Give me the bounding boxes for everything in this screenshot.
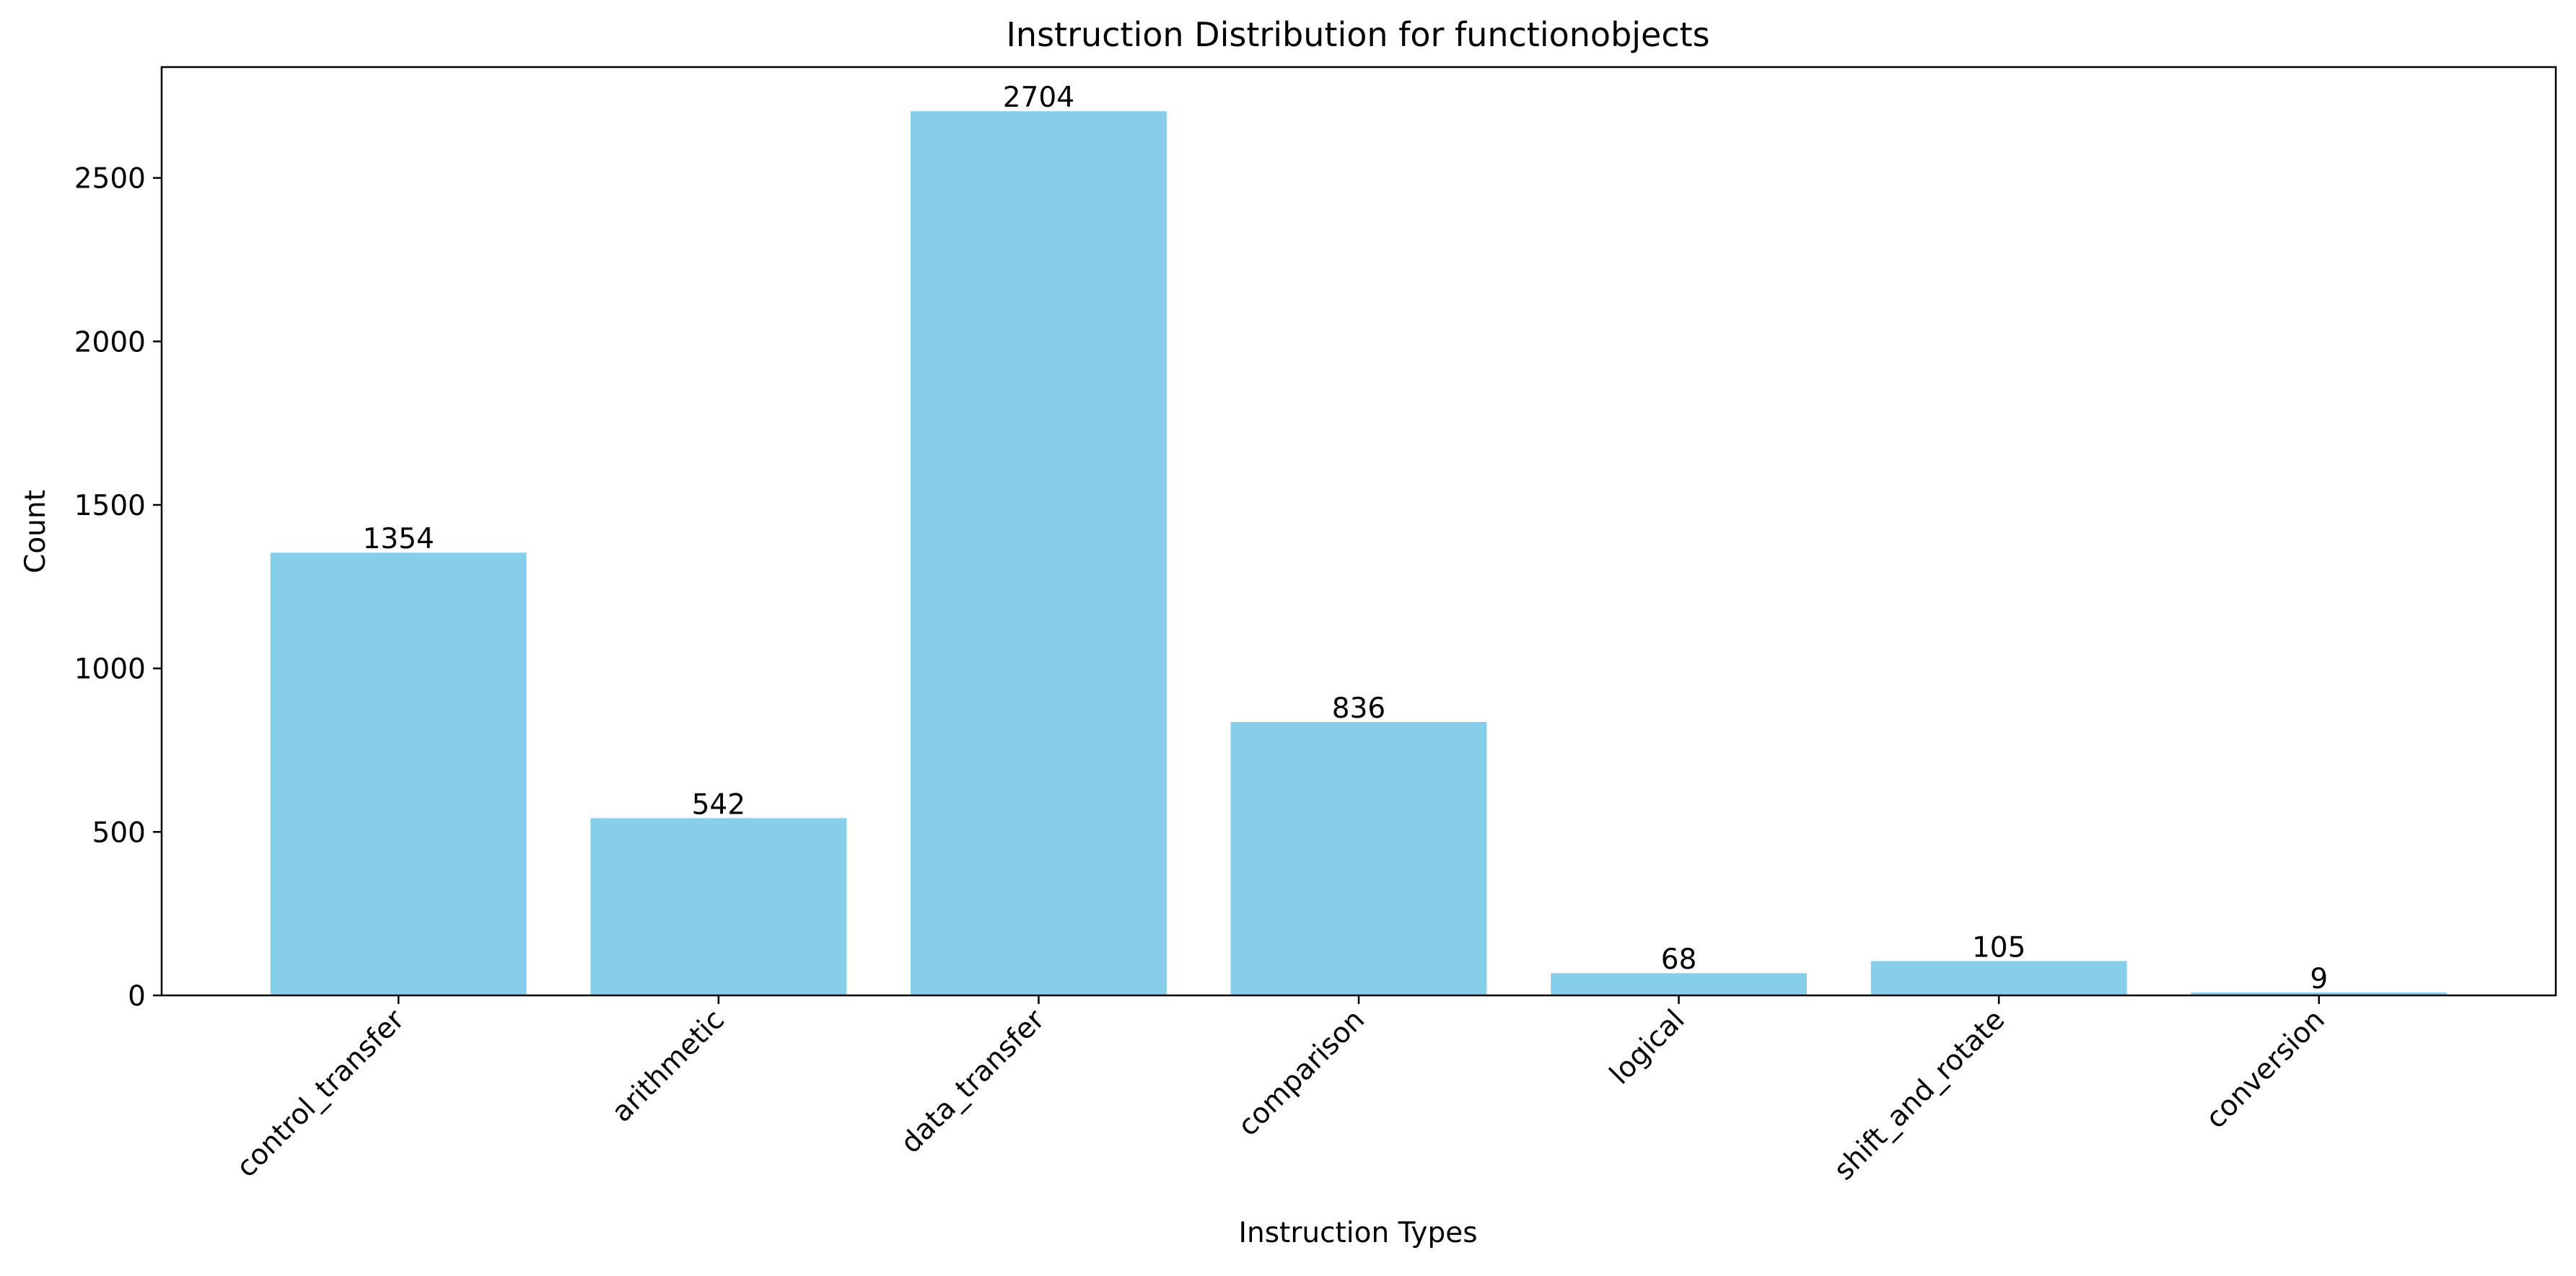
bar-control-transfer — [270, 553, 527, 995]
bar-shift-and-rotate — [1870, 961, 2127, 995]
x-axis-label: Instruction Types — [1238, 1217, 1477, 1249]
y-axis-ticks: 0 500 1000 1500 2000 2500 — [74, 163, 162, 1013]
value-label-data-transfer: 2704 — [1003, 82, 1074, 114]
value-label-shift-and-rotate: 105 — [1972, 931, 2025, 964]
y-tick-label-1000: 1000 — [74, 654, 146, 686]
value-label-conversion: 9 — [2310, 963, 2328, 995]
plot-frame — [160, 66, 2557, 997]
y-tick-label-2500: 2500 — [74, 163, 146, 195]
y-tick-label-2000: 2000 — [74, 326, 146, 358]
y-axis-label: Count — [19, 490, 52, 573]
y-tick-label-0: 0 — [128, 980, 146, 1013]
bar-logical — [1551, 973, 1808, 995]
plot-area: 1354 542 2704 836 68 105 9 — [270, 82, 2448, 996]
chart-title: Instruction Distribution for functionobj… — [1006, 15, 1709, 54]
value-label-control-transfer: 1354 — [363, 523, 434, 555]
y-tick-label-1500: 1500 — [74, 490, 146, 522]
bar-data-transfer — [910, 111, 1167, 996]
y-tick-label-500: 500 — [92, 817, 146, 849]
value-label-comparison: 836 — [1332, 692, 1385, 725]
value-label-logical: 68 — [1661, 943, 1697, 976]
bar-arithmetic — [590, 818, 847, 995]
bar-comparison — [1230, 722, 1487, 995]
bar-conversion — [2191, 992, 2448, 995]
value-label-arithmetic: 542 — [692, 788, 745, 821]
